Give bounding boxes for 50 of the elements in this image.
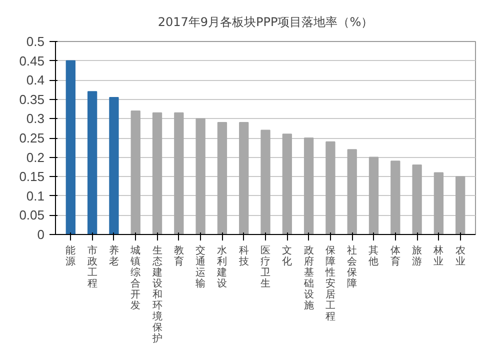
x-tick-label: 政府基础设施 <box>302 246 314 312</box>
bar <box>260 130 270 234</box>
x-tick-label: 农业 <box>455 246 466 268</box>
x-tick-label: 科技 <box>238 244 249 268</box>
y-tick-label: 0 <box>37 227 45 242</box>
y-tick-label: 0.25 <box>19 130 45 146</box>
bar <box>109 96 119 234</box>
y-tick-label: 0.35 <box>19 92 45 107</box>
bar <box>196 118 206 234</box>
y-tick-label: 0.3 <box>26 111 45 126</box>
bar <box>304 138 314 234</box>
bar <box>217 122 228 234</box>
bar <box>368 156 379 234</box>
x-tick-label: 城镇综合开发 <box>130 244 141 312</box>
x-tick-label: 医疗卫生 <box>260 246 270 290</box>
bar <box>282 134 292 234</box>
x-tick-label: 水利建设 <box>216 244 228 290</box>
bar <box>347 149 357 234</box>
x-tick-label: 养老 <box>108 244 119 268</box>
x-tick-label: 林业 <box>432 244 444 268</box>
bar <box>456 176 466 234</box>
category-label: 生态建设和环境保护 <box>152 246 162 344</box>
x-tick-label: 保障性安居工程 <box>324 246 336 322</box>
bar <box>239 122 249 234</box>
y-tick-label: 0.45 <box>19 53 45 68</box>
bar <box>66 60 76 234</box>
y-tick-label: 0.5 <box>26 34 45 49</box>
x-tick-label: 市政工程 <box>87 244 98 290</box>
bar <box>434 172 444 234</box>
y-tick-label: 0.15 <box>19 169 45 184</box>
x-tick-label: 能源 <box>66 244 76 268</box>
x-tick-label: 旅游 <box>412 244 422 268</box>
y-tick-label: 0.1 <box>26 188 45 204</box>
x-tick-label: 教育 <box>174 246 184 268</box>
chart-title: 2017年9月各板块PPP项目落地率（%） <box>158 15 374 29</box>
y-tick-label: 0.2 <box>26 150 45 165</box>
x-tick-label: 社会保障 <box>347 244 358 290</box>
x-tick-label: 交通运输 <box>196 244 206 290</box>
bar <box>174 112 184 234</box>
bar <box>130 110 140 234</box>
x-tick-label: 体育 <box>390 244 400 268</box>
y-tick-label: 0.05 <box>19 208 45 223</box>
bar <box>412 164 422 234</box>
y-tick-label: 0.4 <box>26 72 45 88</box>
x-tick-label: 文化 <box>282 244 292 268</box>
bar <box>326 141 336 234</box>
bar <box>390 160 400 234</box>
bar <box>87 91 98 234</box>
bar <box>152 112 162 234</box>
x-tick-label: 其他 <box>368 244 379 268</box>
